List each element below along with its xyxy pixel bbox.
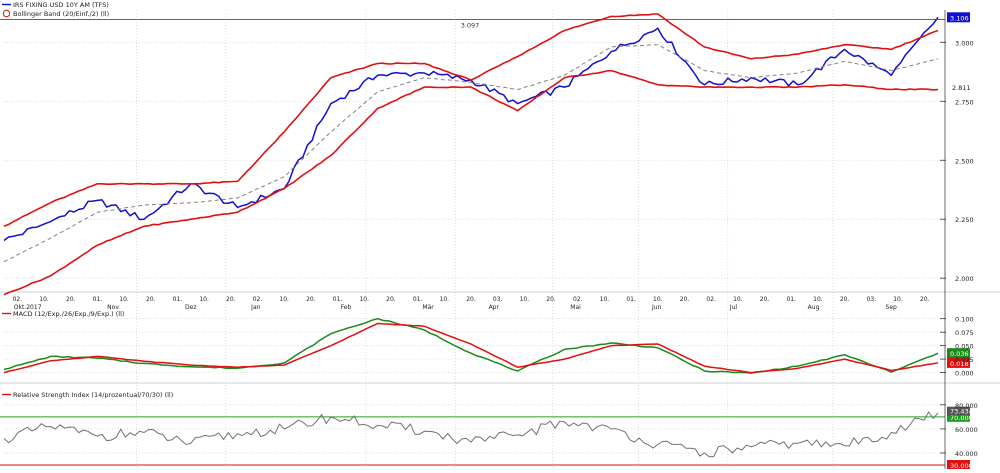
x-month-label: Mai xyxy=(570,304,581,311)
x-tick-label: 02. xyxy=(13,296,23,303)
x-tick-label: 02. xyxy=(573,296,583,303)
macd-value-tag xyxy=(947,357,970,368)
rsi-threshold-label: 70.000 xyxy=(950,414,973,422)
x-month-label: Feb xyxy=(341,304,352,311)
macd-value-tag-label: 0.036 xyxy=(950,350,969,358)
price-tick-label: 2.750 xyxy=(955,98,974,106)
x-tick-label: 10. xyxy=(440,296,450,303)
x-tick-label: 20. xyxy=(306,296,316,303)
x-tick-label: 10. xyxy=(600,296,610,303)
x-month-label: Jun xyxy=(651,304,662,311)
x-tick-label: 01. xyxy=(333,296,343,303)
x-month-label: Apr xyxy=(489,304,500,311)
x-tick-label: 10. xyxy=(733,296,743,303)
price-tick-label: 2.250 xyxy=(955,216,974,224)
x-tick-label: 10. xyxy=(119,296,129,303)
x-tick-label: 10. xyxy=(199,296,209,303)
x-month-label: Dez xyxy=(185,304,196,311)
x-month-label: Sep xyxy=(886,304,898,311)
x-tick-label: 20. xyxy=(840,296,850,303)
macd-tick-label: 0.050 xyxy=(955,343,974,351)
macd-tick-label: 0.025 xyxy=(955,356,974,364)
x-month-label: Aug xyxy=(808,304,820,311)
legend-layer: IRS FIXING USD 10Y AM (TFS)Bollinger Ban… xyxy=(2,1,173,399)
price-series-upper xyxy=(3,13,939,228)
rsi-series xyxy=(3,411,939,458)
rsi-tick-label: 60.000 xyxy=(955,426,978,434)
x-tick-label: 20. xyxy=(920,296,930,303)
x-tick-label: 10. xyxy=(39,296,49,303)
macd-value-tag-label: 0.018 xyxy=(950,360,969,368)
price-tick-label: 2.500 xyxy=(955,157,974,165)
grid-layer xyxy=(0,10,1000,469)
price-series-middle xyxy=(3,44,939,263)
x-month-label: Nov xyxy=(107,304,119,311)
macd-tick-label: 0.000 xyxy=(955,370,974,378)
lower-band-label: 2.811 xyxy=(952,84,971,92)
rsi-panel: 70.000 30.000 73.434 xyxy=(0,406,973,470)
x-tick-label: 01. xyxy=(173,296,183,303)
rsi-tick-label: 40.000 xyxy=(955,450,978,458)
macd-value-tag xyxy=(947,348,970,359)
x-tick-label: 03. xyxy=(867,296,877,303)
x-tick-label: 01. xyxy=(626,296,636,303)
x-tick-label: 20. xyxy=(546,296,556,303)
x-month-label: Jan xyxy=(250,304,260,311)
x-tick-label: 10. xyxy=(520,296,530,303)
x-tick-label: 10. xyxy=(813,296,823,303)
rsi-tick-label: 80.000 xyxy=(955,402,978,410)
legend-price-label: IRS FIXING USD 10Y AM (TFS) xyxy=(13,1,109,9)
x-month-label: Okt.2017 xyxy=(14,304,42,311)
bollinger-band-icon xyxy=(2,9,11,18)
last-value-tag xyxy=(947,12,970,23)
last-value-tag-label: 3.106 xyxy=(950,14,969,22)
rsi-value-tag-label: 73.434 xyxy=(950,408,973,416)
macd-panel: 0.036 0.018 xyxy=(3,317,970,374)
x-tick-label: 10. xyxy=(893,296,903,303)
x-tick-label: 10. xyxy=(279,296,289,303)
x-tick-label: 20. xyxy=(680,296,690,303)
x-tick-label: 20. xyxy=(466,296,476,303)
rsi-threshold-tag xyxy=(947,411,970,422)
x-month-label: Mär xyxy=(422,304,434,311)
x-tick-label: 10. xyxy=(653,296,663,303)
x-tick-label: 02. xyxy=(706,296,716,303)
price-panel: 3.097 3.106 2.811 xyxy=(0,12,971,296)
legend-bollinger-label: Bollinger Band (20/Einf./2) (ll) xyxy=(13,10,109,18)
legend-macd-label: MACD (12/Exp./26/Exp./9/Exp.) (ll) xyxy=(13,310,124,318)
price-tick-label: 3.000 xyxy=(955,39,974,47)
reference-line-label: 3.097 xyxy=(461,21,480,29)
x-tick-label: 20. xyxy=(386,296,396,303)
x-tick-label: 03. xyxy=(493,296,503,303)
macd-tick-label: 0.075 xyxy=(955,329,974,337)
axis-layer: 3.000 2.750 2.500 2.250 2.000 0.100 0.075 0.050… xyxy=(13,10,978,469)
x-tick-label: 10. xyxy=(359,296,369,303)
x-tick-label: 02. xyxy=(253,296,263,303)
x-tick-label: 20. xyxy=(66,296,76,303)
x-tick-label: 01. xyxy=(93,296,103,303)
price-tick-label: 2.000 xyxy=(955,275,974,283)
macd-tick-label: 0.100 xyxy=(955,316,974,324)
x-tick-label: 01. xyxy=(413,296,423,303)
legend-rsi-label: Relative Strength Index (14/prozentual/7… xyxy=(13,391,173,399)
x-month-label: Jul xyxy=(729,304,738,311)
rsi-value-tag xyxy=(947,406,970,416)
macd-series-signal xyxy=(3,322,939,374)
x-tick-label: 20. xyxy=(226,296,236,303)
macd-series-macd xyxy=(3,317,939,374)
x-tick-label: 20. xyxy=(146,296,156,303)
rsi-threshold-tag xyxy=(947,460,970,470)
x-tick-label: 01. xyxy=(786,296,796,303)
x-tick-label: 20. xyxy=(760,296,770,303)
price-series-lower xyxy=(3,69,939,296)
price-series-price xyxy=(3,16,939,242)
rsi-threshold-label: 30.000 xyxy=(950,462,973,469)
